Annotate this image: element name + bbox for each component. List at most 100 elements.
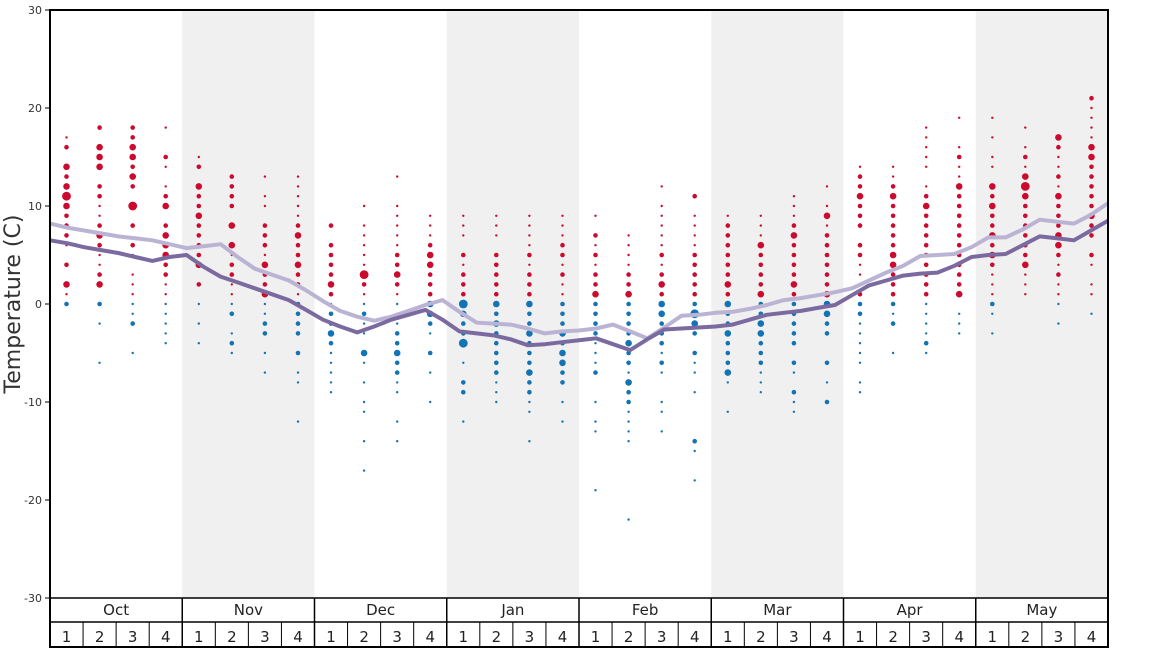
temperature-dot <box>725 242 731 248</box>
temperature-dot <box>593 321 598 326</box>
temperature-dot <box>394 262 400 268</box>
temperature-dot <box>790 281 798 288</box>
temperature-dot <box>991 165 994 168</box>
temperature-dot <box>1090 136 1093 139</box>
temperature-dot <box>131 351 134 355</box>
temperature-dot <box>63 183 70 190</box>
temperature-dot <box>526 300 533 308</box>
temperature-dot <box>890 184 896 189</box>
temperature-dot <box>1057 293 1060 296</box>
temperature-dot <box>791 321 797 326</box>
temperature-dot <box>791 389 797 395</box>
temperature-dot <box>263 312 267 315</box>
temperature-dot <box>263 302 267 306</box>
series-line-dark <box>49 218 1109 353</box>
temperature-dot <box>594 351 597 355</box>
temperature-dot <box>329 351 333 355</box>
temperature-dot <box>923 262 929 268</box>
week-label: 4 <box>690 628 700 646</box>
temperature-dot <box>1090 263 1093 266</box>
temperature-dot <box>824 321 830 326</box>
temperature-dot <box>1090 126 1093 129</box>
temperature-dot <box>925 312 928 315</box>
temperature-dot <box>1090 293 1093 296</box>
temperature-dot <box>98 253 101 257</box>
temperature-dot <box>759 381 762 384</box>
temperature-dot <box>956 282 962 287</box>
temperature-dot <box>1090 312 1093 315</box>
temperature-dot <box>427 350 433 356</box>
temperature-dot <box>991 116 994 120</box>
temperature-dot <box>527 360 532 366</box>
temperature-dot <box>724 281 732 288</box>
temperature-dot <box>295 331 301 336</box>
temperature-dot <box>991 283 994 286</box>
temperature-dot <box>329 381 333 384</box>
temperature-dot <box>64 233 69 238</box>
temperature-dot <box>163 272 168 277</box>
temperature-dot <box>262 282 268 287</box>
temperature-dot <box>327 281 335 288</box>
temperature-dot <box>129 153 136 161</box>
temperature-dot <box>594 400 597 404</box>
temperature-dot <box>891 175 895 178</box>
temperature-dot <box>130 184 135 189</box>
temperature-dot <box>925 322 928 325</box>
temperature-dot <box>427 321 433 326</box>
temperature-dot <box>659 252 664 258</box>
temperature-dot <box>925 136 928 139</box>
temperature-dot <box>229 203 235 209</box>
temperature-dot <box>131 312 134 315</box>
temperature-dot <box>396 440 399 443</box>
temperature-dot <box>195 212 203 220</box>
temperature-dot <box>956 233 962 238</box>
temperature-dot <box>98 361 101 364</box>
temperature-dot <box>594 342 597 345</box>
temperature-dot <box>757 320 765 327</box>
temperature-dot <box>757 290 765 298</box>
temperature-dot <box>296 420 300 423</box>
temperature-dot <box>494 370 499 375</box>
temperature-dot <box>1057 302 1060 306</box>
temperature-dot <box>725 350 731 356</box>
temperature-dot <box>925 302 928 306</box>
temperature-dot <box>560 380 565 385</box>
temperature-dot <box>295 252 301 258</box>
temperature-dot <box>229 174 235 179</box>
week-label: 4 <box>425 628 435 646</box>
temperature-dot <box>527 311 532 317</box>
temperature-dot <box>97 272 102 277</box>
temperature-dot <box>362 293 366 296</box>
temperature-dot <box>130 223 135 228</box>
temperature-dot <box>791 301 797 307</box>
temperature-dot <box>693 224 696 227</box>
temperature-dot <box>791 262 797 268</box>
temperature-dot <box>660 234 663 237</box>
temperature-dot <box>692 350 697 356</box>
temperature-dot <box>462 214 465 217</box>
temperature-dot <box>824 262 830 268</box>
temperature-dot <box>97 301 102 307</box>
temperature-dot <box>692 301 697 307</box>
temperature-dot <box>1056 144 1061 150</box>
temperature-dot <box>626 311 631 317</box>
temperature-dot <box>593 272 598 277</box>
temperature-dot <box>295 311 301 317</box>
temperature-dot <box>659 272 664 277</box>
temperature-dot <box>197 322 200 325</box>
temperature-dot <box>693 449 696 453</box>
temperature-dot <box>692 331 697 336</box>
average-lines <box>49 201 1110 353</box>
temperature-dot <box>394 331 400 336</box>
temperature-dot <box>627 410 630 413</box>
temperature-dot <box>296 185 300 188</box>
temperature-dot <box>858 273 862 276</box>
temperature-dot <box>1022 192 1029 200</box>
temperature-dot <box>757 330 765 337</box>
temperature-dot <box>528 234 531 237</box>
week-label: 4 <box>558 628 568 646</box>
temperature-dot <box>1022 261 1029 269</box>
temperature-dot <box>394 360 400 366</box>
temperature-dot <box>462 263 465 266</box>
temperature-dot <box>792 400 796 404</box>
